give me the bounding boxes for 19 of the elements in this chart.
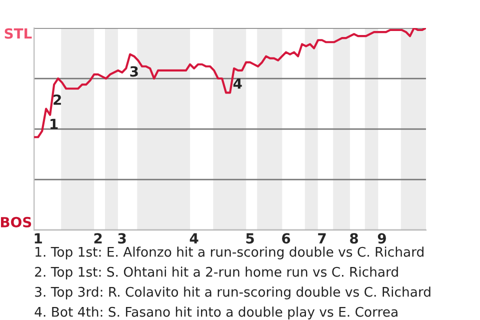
annotation: 3 xyxy=(130,66,138,77)
text: 1. Top 1st: E. Alfonzo hit a run-scoring double vs C. Richard xyxy=(36,246,424,260)
x-tick-label: 9 xyxy=(378,233,386,244)
x-tick-label: 3 xyxy=(118,233,126,244)
text: STL xyxy=(4,28,32,39)
x-tick-label: 5 xyxy=(246,233,254,244)
annotation: 1 xyxy=(50,118,58,130)
annotation: 2 xyxy=(54,94,61,105)
annotation: 4 xyxy=(233,78,242,89)
text: 2. Top 1st: S. Ohtani hit a 2-run home run vs C. Richard xyxy=(35,266,398,280)
x-tick-label: 1 xyxy=(34,233,42,244)
x-tick-label: 6 xyxy=(282,233,290,244)
x-tick-label: 2 xyxy=(94,233,102,244)
x-tick-label: 7 xyxy=(318,233,326,244)
x-tick-label: 4 xyxy=(190,233,198,244)
text: 3. Top 3rd: R. Colavito hit a run-scoring double vs C. Richard xyxy=(35,286,430,300)
x-tick-label: 8 xyxy=(350,233,358,244)
text: 4. Bot 4th: S. Fasano hit into a double play vs E. Correa xyxy=(34,306,398,320)
text: BOS xyxy=(1,216,32,228)
